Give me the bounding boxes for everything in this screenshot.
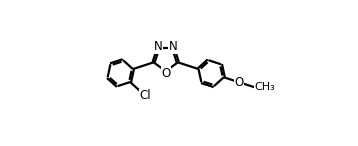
Text: CH₃: CH₃ — [255, 82, 275, 92]
Text: N: N — [154, 40, 163, 53]
Text: N: N — [169, 40, 178, 53]
Text: Cl: Cl — [140, 89, 151, 102]
Text: O: O — [234, 76, 243, 89]
Text: O: O — [161, 67, 170, 80]
